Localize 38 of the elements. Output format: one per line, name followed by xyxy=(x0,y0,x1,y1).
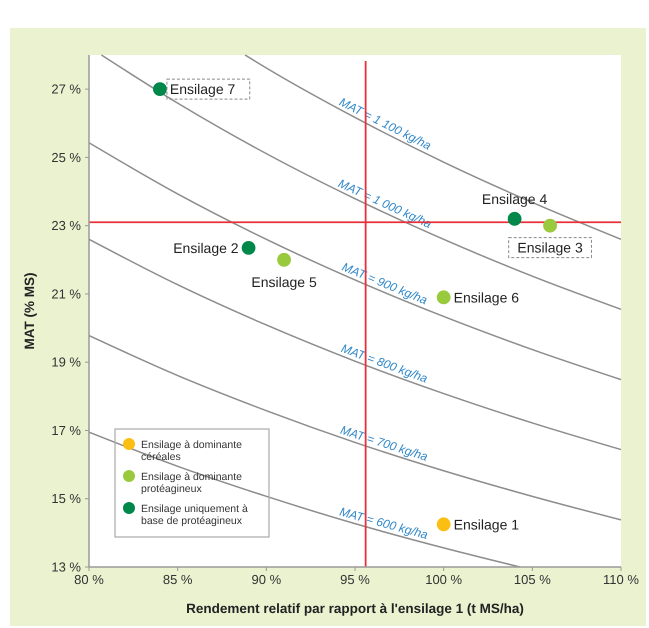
point xyxy=(436,290,451,304)
y-tick-label: 13 % xyxy=(51,560,82,574)
point xyxy=(242,240,256,255)
annotation: Ensilage 4 xyxy=(482,190,548,207)
x-tick-label: 110 % xyxy=(603,572,640,587)
x-tick-label: 90 % xyxy=(252,572,282,587)
y-tick-label: 17 % xyxy=(51,422,82,438)
point xyxy=(436,517,451,532)
legend-label: Ensilage uniquement à base de protéagineux xyxy=(141,503,248,527)
annotation: Ensilage 3 xyxy=(517,240,583,256)
y-axis-title: MAT (% MS) xyxy=(22,272,37,350)
y-tick-label: 19 % xyxy=(51,354,82,370)
point xyxy=(277,252,291,267)
point xyxy=(543,218,557,233)
x-tick-label: 100 % xyxy=(425,572,463,587)
text: MAT = 900 kg/ha xyxy=(340,260,430,308)
y-tick-label: 21 % xyxy=(51,286,82,302)
y-tick-label: 23 % xyxy=(51,218,82,234)
annotation: Ensilage 1 xyxy=(454,516,520,532)
y-tick-label: 27 % xyxy=(51,82,82,97)
x-tick-label: 95 % xyxy=(340,572,370,587)
point xyxy=(508,212,522,226)
y-tick-label: 25 % xyxy=(51,150,82,165)
x-axis-title: Rendement relatif par rapport à l'ensilage 1 (t MS/ha) xyxy=(186,601,524,616)
x-tick-label: 105 % xyxy=(514,572,552,587)
annotation: Ensilage 2 xyxy=(173,240,239,256)
text: MAT = 700 kg/ha xyxy=(338,422,430,464)
x-tick-label: 85 % xyxy=(162,572,193,587)
text: MAT = 800 kg/ha xyxy=(339,341,430,386)
x-tick-label: 80 % xyxy=(74,572,104,587)
annotation: Ensilage 6 xyxy=(454,289,520,306)
text: MAT = 600 kg/ha xyxy=(338,504,430,542)
line-series xyxy=(244,54,622,240)
annotation: Ensilage 5 xyxy=(251,274,317,290)
point xyxy=(153,82,167,96)
line-series xyxy=(100,54,622,310)
y-tick-label: 15 % xyxy=(51,491,82,506)
annotation: Ensilage 7 xyxy=(170,81,236,98)
